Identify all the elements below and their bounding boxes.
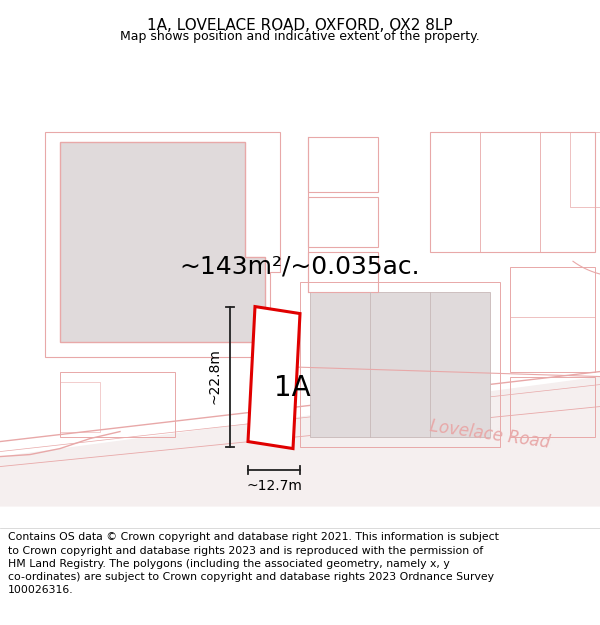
Text: Lovelace Road: Lovelace Road — [428, 418, 551, 452]
Text: 1A: 1A — [274, 374, 310, 401]
Text: 1A, LOVELACE ROAD, OXFORD, OX2 8LP: 1A, LOVELACE ROAD, OXFORD, OX2 8LP — [147, 18, 453, 32]
Polygon shape — [248, 306, 300, 449]
Polygon shape — [60, 141, 265, 341]
Text: ~22.8m: ~22.8m — [207, 349, 221, 404]
Text: Map shows position and indicative extent of the property.: Map shows position and indicative extent… — [120, 30, 480, 43]
Polygon shape — [310, 291, 490, 436]
Polygon shape — [0, 376, 600, 506]
Text: ~12.7m: ~12.7m — [246, 479, 302, 492]
Text: ~143m²/~0.035ac.: ~143m²/~0.035ac. — [179, 254, 421, 279]
Text: Contains OS data © Crown copyright and database right 2021. This information is : Contains OS data © Crown copyright and d… — [8, 532, 499, 595]
